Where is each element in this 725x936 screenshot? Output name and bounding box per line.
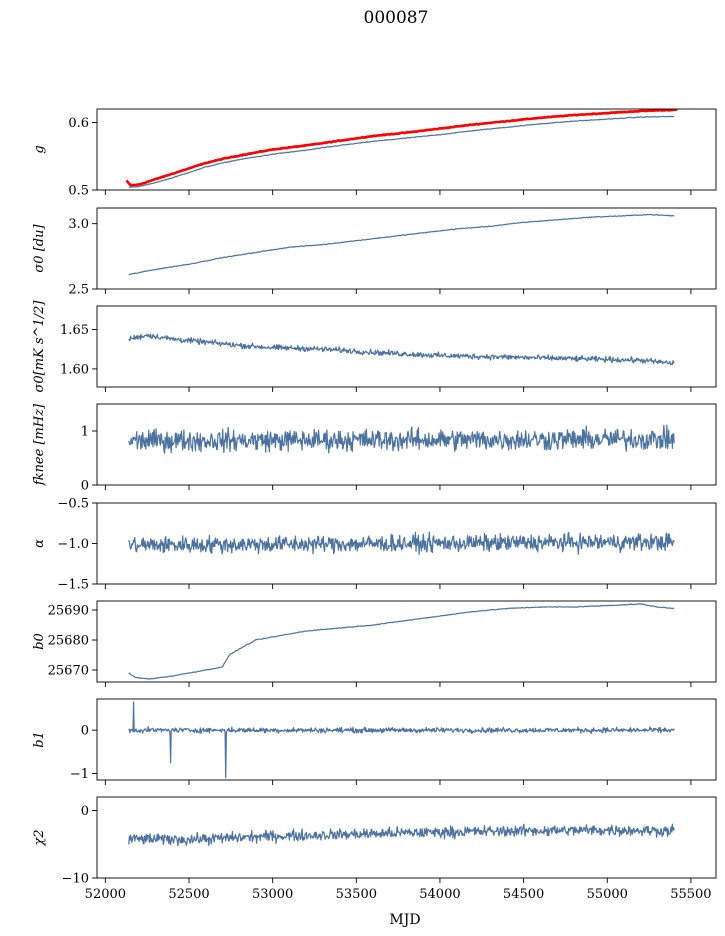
y-axis-label: σ0[mK s^1/2] (32, 300, 47, 393)
panel-data (128, 333, 675, 366)
panel-frame (96, 600, 717, 683)
panel-frame (96, 796, 717, 879)
x-axis: 52000 52500 53000 53500 54000 54500 55000 55500 (85, 887, 712, 902)
series-line-2 (128, 115, 675, 189)
y-tick-label: 3.0 (68, 217, 89, 232)
y-tick-label: 1 (81, 425, 89, 440)
y-tick-label: 1.65 (60, 323, 89, 338)
panel-data (128, 213, 675, 276)
y-tick-label: 1.60 (60, 362, 89, 377)
x-axis-label: MJD (389, 912, 420, 928)
y-tick-label: −1.0 (57, 537, 89, 552)
series-line-1 (128, 603, 675, 680)
panel-frame (96, 305, 717, 388)
panel-frame (96, 207, 717, 290)
series-line-1 (128, 531, 675, 555)
panel-data (128, 701, 675, 779)
x-tick-label: 55000 (587, 887, 628, 902)
x-tick-label: 54500 (503, 887, 544, 902)
y-tick-label: −1.5 (57, 578, 89, 593)
y-tick-label: −10 (62, 872, 89, 887)
y-tick-label: 0 (81, 479, 89, 494)
y-tick-label: 0.5 (68, 184, 89, 199)
y-tick-label: 25670 (48, 664, 89, 679)
y-tick-label: −1 (70, 767, 89, 782)
panel-frame (96, 403, 717, 486)
y-axis-label: b0 (32, 633, 47, 650)
y-axis-label: g (32, 145, 47, 153)
y-tick-label: 0 (81, 724, 89, 739)
x-tick-label: 55500 (670, 887, 711, 902)
y-tick-label: −0.5 (57, 497, 89, 512)
x-tick-label: 54000 (419, 887, 460, 902)
y-tick-label: 0 (81, 804, 89, 819)
y-tick-label: 2.5 (68, 283, 89, 298)
series-line-1 (125, 109, 678, 187)
panel-data (125, 109, 678, 189)
series-line-1 (128, 823, 675, 847)
y-tick-label: 25690 (48, 604, 89, 619)
y-axis-label: b1 (32, 731, 47, 748)
y-axis-label: α (32, 539, 47, 548)
panel-1: 0.5 0.6 g (32, 108, 717, 199)
panel-frame (96, 108, 717, 191)
panel-7: −1 0 b1 (32, 698, 717, 785)
series-line-1 (128, 333, 675, 366)
series-line-1 (128, 213, 675, 276)
y-tick-label: 25680 (48, 634, 89, 649)
series-line-1 (128, 424, 675, 454)
panel-data (128, 603, 675, 680)
panel-2: 2.5 3.0 σ0 [du] (32, 207, 717, 298)
panels: 0.5 0.6 g 2.5 3.0 σ0 [du] 1.60 1.65 σ0[mK s^1/2]… (32, 108, 717, 887)
series-line-1 (128, 701, 675, 779)
panel-frame (96, 698, 717, 781)
y-axis-label: σ0 [du] (32, 224, 47, 273)
panel-data (128, 424, 675, 454)
panel-4: 0 1 fknee [mHz] (32, 403, 717, 494)
x-tick-label: 53000 (252, 887, 293, 902)
panel-data (128, 531, 675, 555)
y-tick-label: 0.6 (68, 116, 89, 131)
x-tick-label: 52500 (168, 887, 209, 902)
panel-3: 1.60 1.65 σ0[mK s^1/2] (32, 300, 717, 393)
x-tick-label: 53500 (336, 887, 377, 902)
x-tick-label: 52000 (85, 887, 126, 902)
panel-5: −1.5 −1.0 −0.5 α (32, 497, 717, 593)
y-axis-label: χ2 (32, 829, 47, 846)
y-axis-label: fknee [mHz] (32, 403, 47, 486)
panel-data (128, 823, 675, 847)
panel-8: −10 0 χ2 (32, 796, 717, 887)
figure-title: 000087 (364, 8, 429, 28)
